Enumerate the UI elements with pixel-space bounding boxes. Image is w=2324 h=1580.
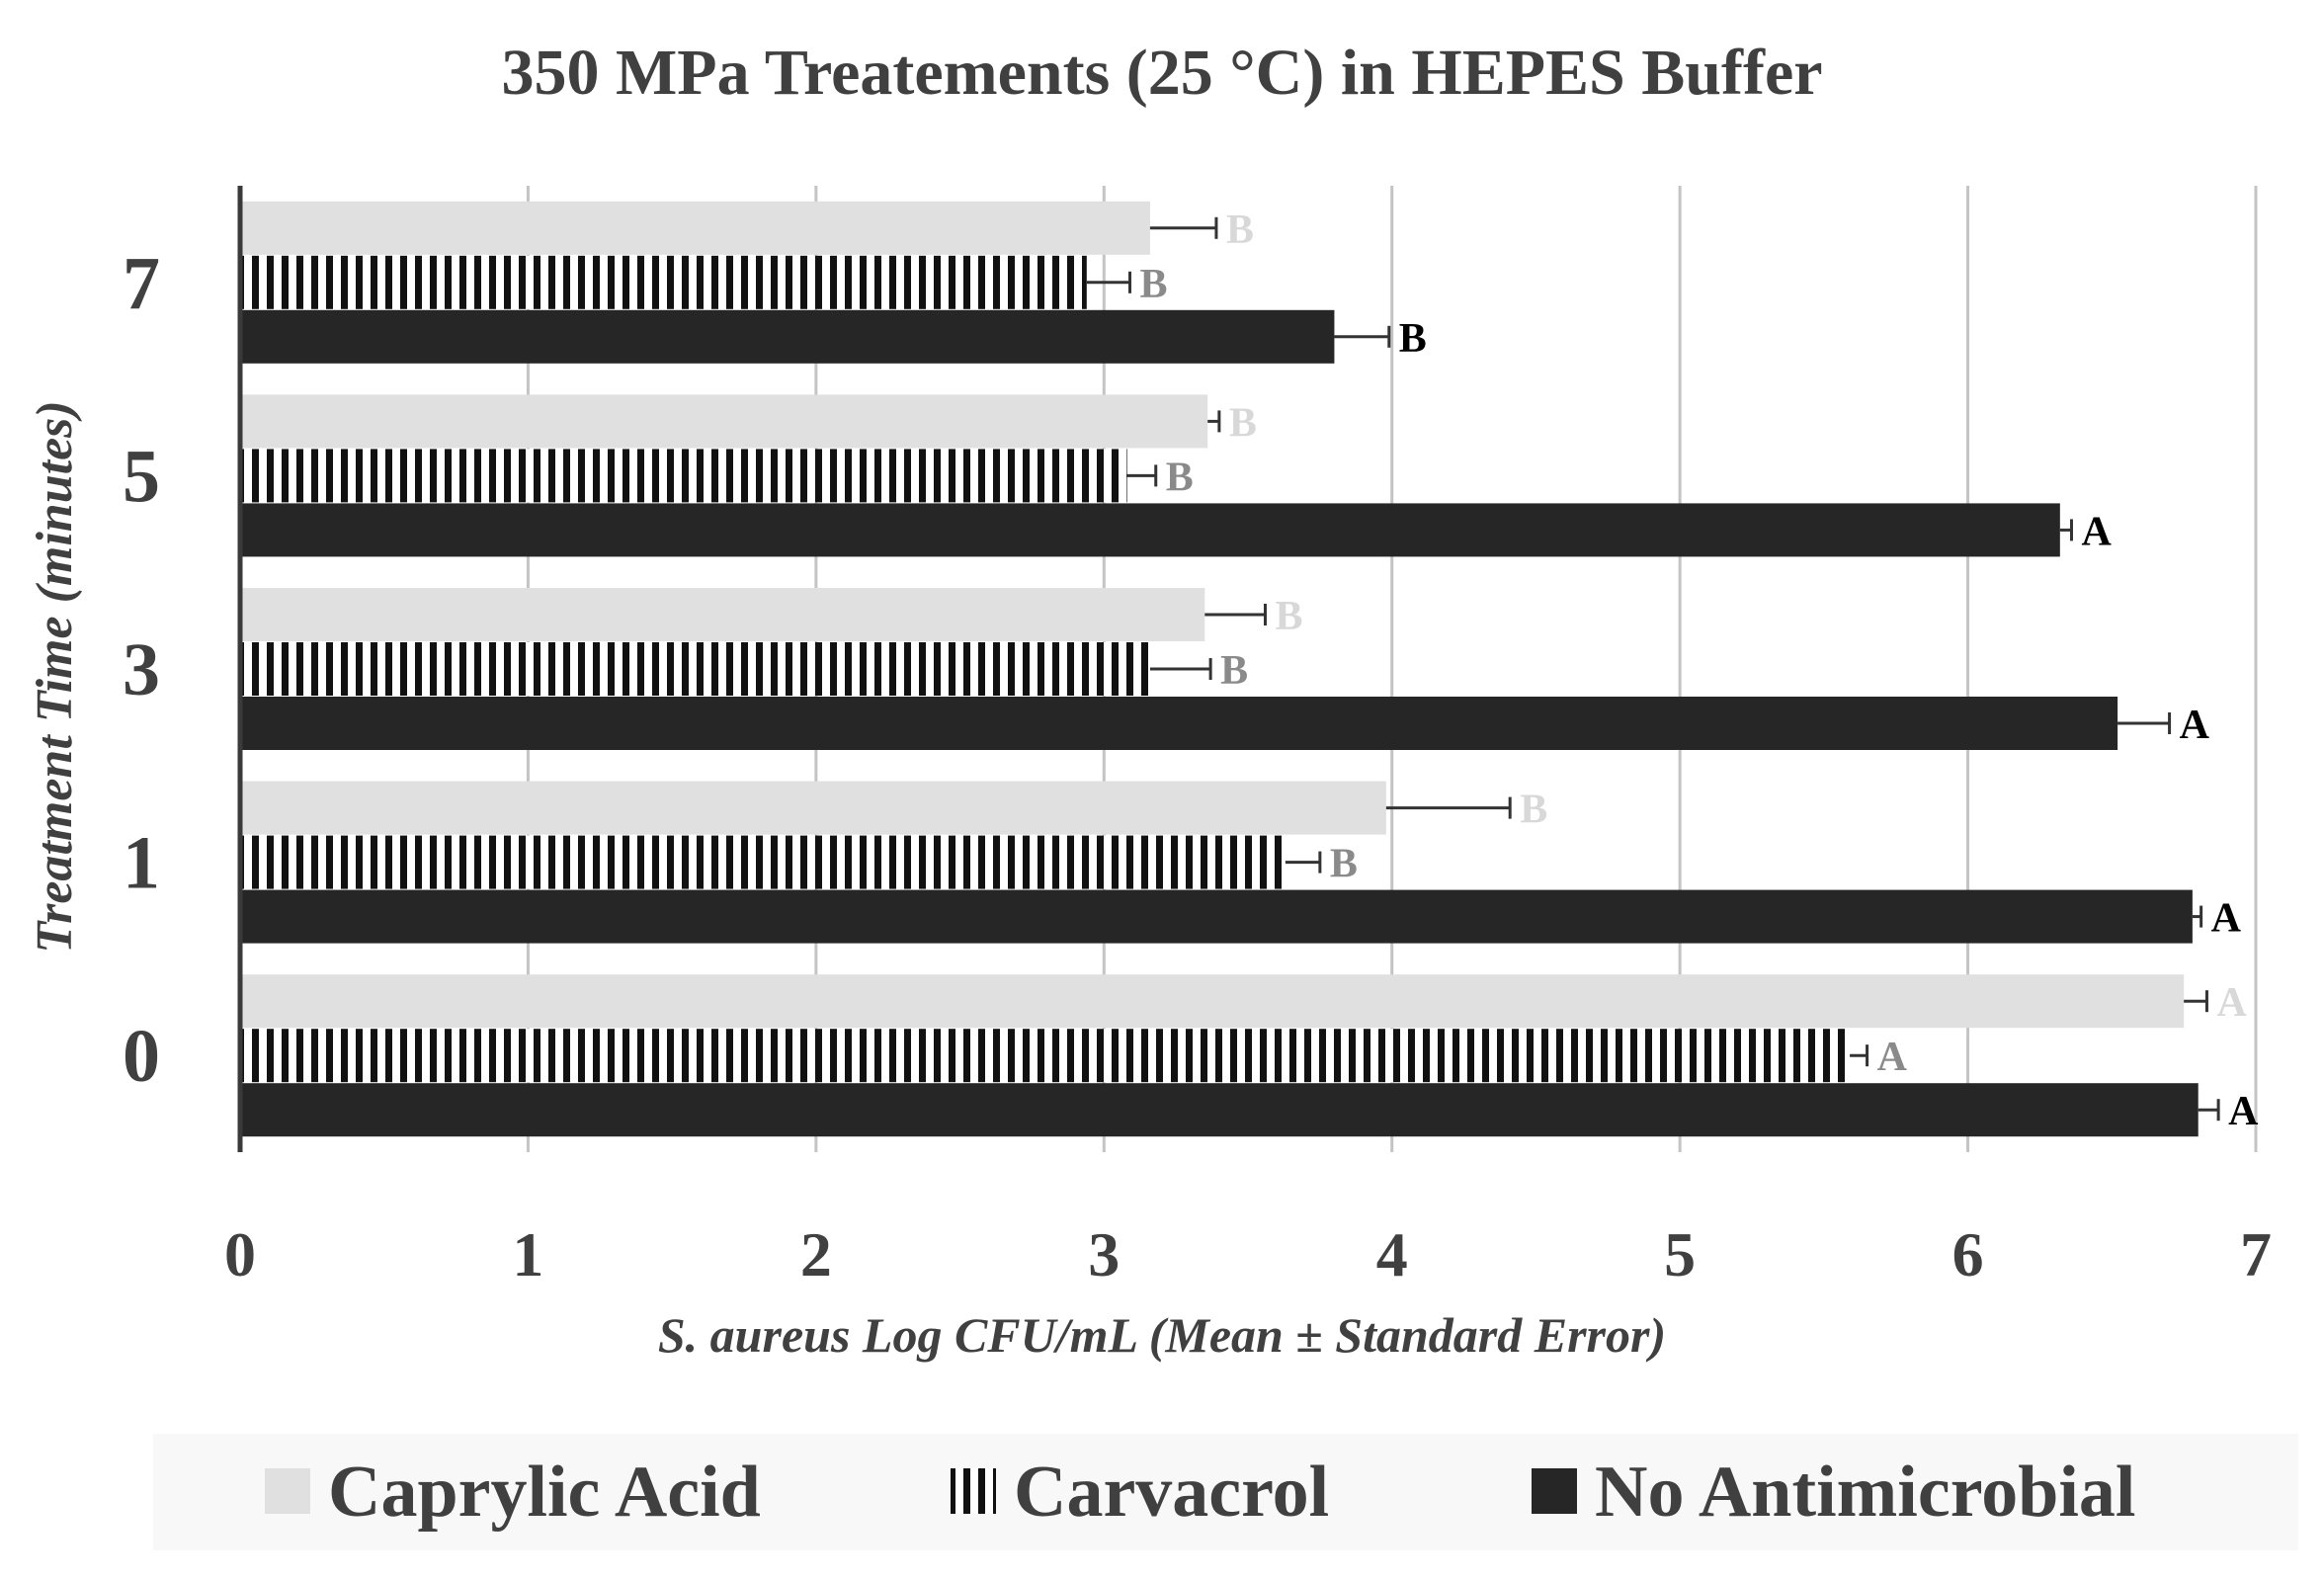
x-tick-label: 0 xyxy=(224,1219,256,1289)
x-tick-label: 2 xyxy=(800,1219,832,1289)
legend-label: Caprylic Acid xyxy=(328,1452,761,1533)
bar xyxy=(240,1029,1851,1083)
x-tick-label: 5 xyxy=(1664,1219,1696,1289)
legend-label: Carvacrol xyxy=(1014,1452,1329,1533)
data-label: B xyxy=(1399,316,1427,362)
bar xyxy=(240,889,2193,944)
bar xyxy=(240,1083,2199,1137)
bar xyxy=(240,697,2118,750)
data-label: B xyxy=(1520,788,1547,833)
bar xyxy=(240,781,1386,835)
data-label: B xyxy=(1229,400,1257,446)
x-tick-label: 3 xyxy=(1088,1219,1120,1289)
bar xyxy=(240,835,1286,889)
data-label: B xyxy=(1220,648,1248,694)
data-label: B xyxy=(1140,262,1168,307)
bar xyxy=(240,309,1335,364)
legend-swatch xyxy=(951,1468,996,1514)
y-tick-label: 0 xyxy=(123,1015,160,1098)
x-tick-label: 6 xyxy=(1952,1219,1984,1289)
data-label: A xyxy=(2228,1089,2259,1134)
y-tick-label: 3 xyxy=(123,628,160,711)
data-label: A xyxy=(2081,509,2112,554)
y-tick-label: 7 xyxy=(123,242,160,325)
data-label: A xyxy=(1877,1035,1908,1080)
bar xyxy=(240,642,1150,696)
chart-title: 350 MPa Treatements (25 °C) in HEPES Buf… xyxy=(501,37,1822,109)
axes: 0 1 2 3 4 5 6 7 0 1 3 5 7 xyxy=(123,186,2272,1289)
y-axis-title: Treatment Time (minutes) xyxy=(27,400,83,953)
bar xyxy=(240,449,1127,503)
x-tick-label: 1 xyxy=(512,1219,543,1289)
y-tick-label: 1 xyxy=(123,822,160,905)
data-label: B xyxy=(1275,594,1302,639)
legend-background xyxy=(153,1434,2298,1550)
legend-swatch xyxy=(1532,1468,1577,1514)
bar xyxy=(240,255,1087,309)
y-tick-label: 5 xyxy=(123,435,160,518)
legend: Caprylic Acid Carvacrol No Antimicrobial xyxy=(265,1452,2135,1533)
bar xyxy=(240,974,2185,1029)
x-tick-label: 4 xyxy=(1376,1219,1408,1289)
data-label: A xyxy=(2180,703,2210,748)
data-label: B xyxy=(1330,842,1358,887)
bar xyxy=(240,394,1208,449)
data-label: A xyxy=(2211,896,2242,942)
bar xyxy=(240,201,1150,255)
bar xyxy=(240,588,1205,641)
legend-swatch xyxy=(265,1468,310,1514)
data-label: B xyxy=(1166,455,1194,500)
bar xyxy=(240,503,2060,557)
data-label: A xyxy=(2216,980,2247,1026)
x-axis-title: S. aureus Log CFU/mL (Mean ± Standard Er… xyxy=(658,1307,1666,1363)
legend-label: No Antimicrobial xyxy=(1595,1452,2135,1533)
x-tick-label: 7 xyxy=(2240,1219,2272,1289)
data-label: B xyxy=(1226,208,1254,253)
